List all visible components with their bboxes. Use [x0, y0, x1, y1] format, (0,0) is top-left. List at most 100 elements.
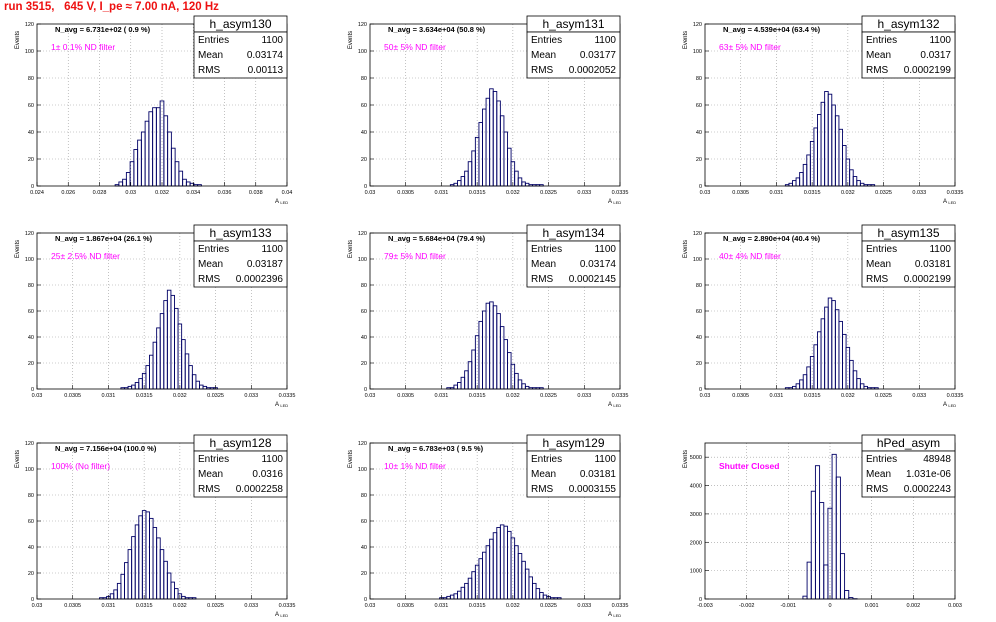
- histogram-bar: [120, 573, 125, 600]
- y-tick-label: 100: [693, 257, 702, 263]
- y-tick-label: 60: [361, 519, 367, 525]
- y-axis-label: Events: [15, 450, 21, 468]
- stats-box: [861, 450, 956, 498]
- histogram-panel-h_asym128: 0.03 0.0305 0.031 0.0315 0.032 0.0325 0.033 0.0…: [15, 434, 295, 618]
- histogram-panel-h_asym133: 0.03 0.0305 0.031 0.0315 0.032 0.0325 0.033 0.0…: [15, 224, 296, 408]
- histogram-bar: [166, 289, 172, 390]
- x-axis-label: A LED: [608, 199, 621, 205]
- stats-value: 1100: [261, 244, 283, 255]
- stats-box: [861, 31, 956, 79]
- histogram-bar: [521, 560, 526, 600]
- histogram-bar: [492, 305, 498, 390]
- x-tick-label: 0.032: [841, 190, 855, 196]
- stats-value: 48948: [923, 454, 951, 465]
- histogram-bar: [188, 365, 193, 390]
- x-tick-label: -0.002: [739, 603, 755, 609]
- x-tick-label: 0.03: [365, 393, 376, 399]
- y-tick-label: 100: [25, 467, 34, 473]
- stats-key: Mean: [531, 50, 556, 61]
- y-axis-label: Events: [15, 240, 21, 258]
- y-tick-label: 60: [696, 309, 702, 315]
- x-tick-label: 0.033: [244, 393, 258, 399]
- x-tick-label: 0.0315: [804, 190, 821, 196]
- histogram-bar: [817, 331, 822, 390]
- histogram-bar: [792, 180, 797, 187]
- y-tick-label: 20: [28, 157, 34, 163]
- histogram-bar: [507, 530, 512, 600]
- x-tick-label: 0.0335: [947, 190, 964, 196]
- stats-value: 0.0002258: [236, 484, 284, 495]
- x-tick-label: 0.031: [770, 393, 784, 399]
- histogram-bar: [149, 354, 154, 390]
- x-tick-label: 0.0325: [207, 393, 224, 399]
- navg-label: N_avg = 1.867e+04 (26.1 %): [55, 234, 153, 243]
- stats-key: RMS: [198, 274, 221, 285]
- stats-key: Mean: [866, 469, 891, 480]
- filter-label: 50± 5% ND filter: [384, 42, 446, 52]
- x-tick-label: 0.03: [700, 393, 711, 399]
- x-tick-label: 0.0305: [397, 603, 414, 609]
- histogram-bar: [149, 517, 154, 600]
- x-axis-label: A LED: [943, 199, 956, 205]
- x-tick-label: 0.032: [506, 190, 520, 196]
- stats-value: 0.03174: [247, 50, 284, 61]
- stats-title: h_asym131: [542, 17, 604, 31]
- x-tick-label: 0.002: [906, 603, 920, 609]
- histogram-bar: [489, 538, 494, 600]
- histogram-bar: [802, 163, 808, 187]
- x-tick-label: 0.031: [102, 393, 116, 399]
- x-tick-label: 0.033: [577, 393, 591, 399]
- x-tick-label: 0.0335: [279, 393, 296, 399]
- stats-key: RMS: [866, 274, 889, 285]
- x-tick-label: 0.0325: [875, 393, 892, 399]
- histogram-bar: [809, 356, 815, 390]
- histogram-bar: [542, 594, 548, 600]
- filter-label: 25± 2.5% ND filter: [51, 251, 120, 261]
- histogram-bar: [453, 384, 458, 390]
- stats-key: Entries: [531, 35, 562, 46]
- histogram-bar: [852, 176, 858, 187]
- stats-title: hPed_asym: [877, 436, 940, 450]
- y-tick-label: 120: [693, 231, 702, 237]
- stats-key: Mean: [198, 259, 223, 270]
- histogram-bar: [174, 161, 180, 187]
- y-tick-label: 80: [361, 76, 367, 82]
- filter-label: 100% (No filter): [51, 461, 110, 471]
- y-tick-label: 80: [28, 76, 34, 82]
- stats-key: RMS: [198, 484, 221, 495]
- stats-value: 0.0002145: [569, 274, 617, 285]
- filter-label: 1± 0.1% ND filter: [51, 42, 115, 52]
- histogram-bar: [178, 170, 184, 187]
- y-axis-label: Events: [348, 31, 354, 49]
- histogram-bar: [507, 147, 512, 187]
- stats-key: RMS: [531, 484, 554, 495]
- stats-value: 1100: [594, 454, 616, 465]
- stats-key: RMS: [866, 484, 889, 495]
- x-tick-label: 0.032: [841, 393, 855, 399]
- histogram-bar: [170, 294, 175, 390]
- histogram-bar: [834, 115, 840, 187]
- stats-title: h_asym135: [877, 226, 939, 240]
- histogram-bar: [842, 333, 847, 390]
- histogram-bar: [464, 370, 469, 390]
- y-tick-label: 60: [28, 519, 34, 525]
- y-tick-label: 80: [696, 283, 702, 289]
- x-tick-label: 0.0315: [804, 393, 821, 399]
- y-tick-label: 40: [28, 335, 34, 341]
- histogram-bar: [457, 180, 462, 187]
- histogram-bar: [813, 344, 818, 390]
- x-tick-label: 0.032: [506, 603, 520, 609]
- histogram-bar: [827, 297, 833, 390]
- histogram-bar: [460, 376, 466, 390]
- histogram-bar: [174, 307, 179, 390]
- x-tick-label: -0.001: [781, 603, 797, 609]
- y-tick-label: 60: [361, 309, 367, 315]
- histogram-bar: [844, 590, 850, 600]
- stats-value: 0.0002396: [236, 274, 284, 285]
- stats-key: Mean: [198, 469, 223, 480]
- histogram-bar: [145, 365, 150, 390]
- y-tick-label: 5000: [690, 455, 702, 461]
- y-tick-label: 40: [696, 130, 702, 136]
- x-tick-label: 0.03: [700, 190, 711, 196]
- histogram-bar: [492, 532, 498, 600]
